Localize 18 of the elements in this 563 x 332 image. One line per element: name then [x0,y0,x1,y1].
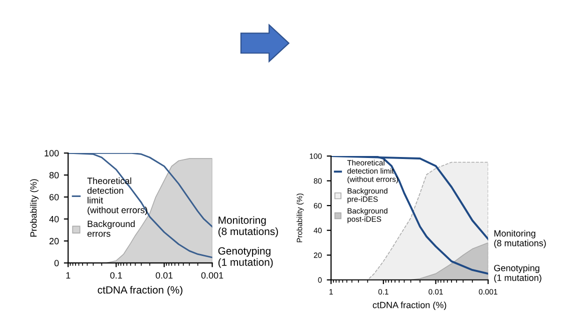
y-tick-label: 0 [54,260,59,266]
legend-label: Background errors [87,220,135,237]
series-label: Monitoring (8 mutations) [494,230,546,248]
y-axis-title: Probability (%) [30,179,38,237]
x-tick-label: 0.1 [110,272,122,279]
series-label: Genotyping (1 mutation) [218,246,273,268]
x-tick-label: 1 [66,272,70,279]
y-tick-label: 100 [44,150,59,156]
y-tick-label: 20 [50,238,59,244]
series-label: Monitoring (8 mutations) [218,216,278,238]
x-axis-title: ctDNA fraction (%) [98,286,182,296]
x-axis-title: ctDNA fraction (%) [372,302,446,310]
series-label: Genotyping (1 mutation) [494,264,542,283]
y-tick-label: 80 [49,172,59,178]
x-tick-label: 0.01 [156,272,173,279]
x-tick-label: 0.001 [201,272,224,279]
y-tick-label: 40 [49,216,59,222]
y-tick-label: 60 [50,194,59,200]
